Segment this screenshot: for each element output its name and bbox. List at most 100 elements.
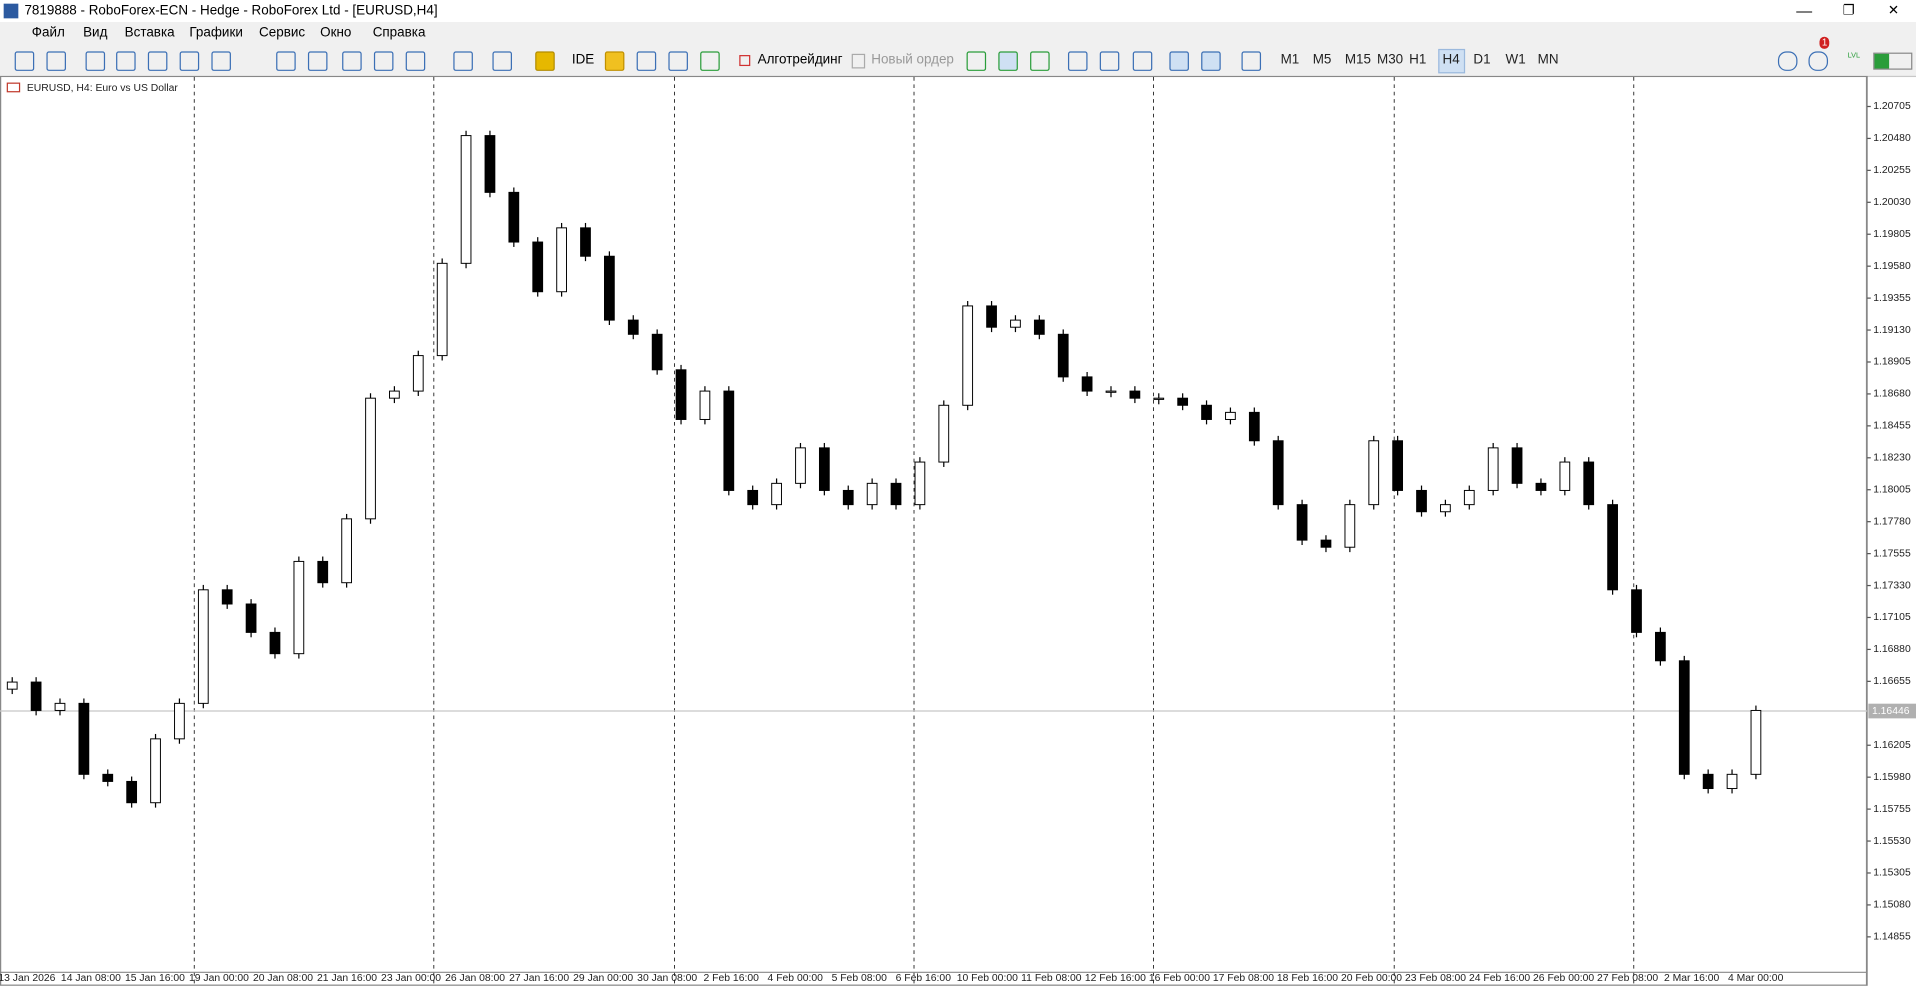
candle-body (1655, 631, 1666, 662)
minimize-button[interactable]: — (1796, 1, 1813, 20)
candle-body (1033, 319, 1045, 335)
candle-body (389, 390, 400, 399)
candle-body (675, 369, 687, 420)
x-tick-label: 26 Feb 00:00 (1533, 973, 1594, 984)
screenshot-button[interactable] (1241, 51, 1262, 71)
autoscroll-button[interactable] (1169, 51, 1189, 71)
candles-button[interactable] (998, 51, 1018, 71)
menu-item[interactable]: Файл (31, 25, 65, 41)
menu-item[interactable]: Сервис (259, 25, 306, 41)
candle-body (293, 560, 305, 655)
timeframe-button[interactable]: M30 (1376, 52, 1404, 68)
x-tick-label: 21 Jan 16:00 (317, 973, 377, 984)
close-button[interactable]: ✕ (1887, 3, 1900, 19)
candle-body (604, 255, 615, 321)
shift-button[interactable] (1201, 51, 1221, 71)
timeframe-button[interactable]: D1 (1473, 52, 1491, 68)
x-tick-label: 24 Feb 16:00 (1469, 973, 1530, 984)
candle-body (365, 397, 376, 520)
tile-button[interactable] (1132, 51, 1153, 71)
lvl-label: LVL (1847, 52, 1861, 60)
line-button[interactable] (1030, 51, 1050, 71)
algo-trading-button[interactable]: Алготрейдинг (757, 52, 843, 68)
chart-frame (0, 75, 1868, 986)
y-tick-label: 1.17330 (1873, 580, 1911, 591)
candle-body (508, 191, 520, 243)
candle-body (890, 482, 902, 506)
y-tick-label: 1.20480 (1873, 133, 1911, 144)
toolbar: IDE Алготрейдинг Новый ордер 1 LVL M1 M5 M… (0, 36, 1916, 78)
y-tick-label: 1.18005 (1873, 484, 1911, 495)
y-tick-label: 1.14855 (1873, 932, 1911, 943)
candle-body (1726, 773, 1738, 790)
timeframe-button[interactable]: M15 (1344, 52, 1372, 68)
candle-body (1559, 461, 1571, 491)
search-button[interactable] (1777, 51, 1798, 71)
candle-body (150, 738, 161, 804)
y-tick-label: 1.15080 (1873, 900, 1911, 911)
x-tick-label: 16 Feb 00:00 (1149, 973, 1210, 984)
messages-button[interactable] (1808, 51, 1829, 71)
ide-button[interactable]: IDE (571, 52, 595, 68)
timeframe-button[interactable]: M1 (1280, 52, 1300, 68)
cloud-button[interactable] (668, 51, 688, 71)
new-order-button[interactable]: Новый ордер (871, 52, 954, 68)
vps-button[interactable] (604, 51, 625, 71)
bars-button[interactable] (966, 51, 987, 71)
x-tick-label: 4 Mar 00:00 (1728, 973, 1784, 984)
candle-body (842, 489, 854, 506)
menu-item[interactable]: Окно (320, 25, 352, 41)
menu-item[interactable]: Вставка (124, 25, 175, 41)
menu-item[interactable]: Вид (83, 25, 108, 41)
candle-body (269, 631, 281, 655)
maximize-button[interactable]: ❐ (1842, 3, 1855, 19)
signals-button[interactable] (636, 51, 657, 71)
candle-body (1248, 411, 1260, 442)
elliott-tool[interactable] (342, 51, 362, 71)
crosshair-tool[interactable] (46, 51, 66, 71)
y-tick-label: 1.18230 (1873, 453, 1911, 464)
candle-body (1487, 447, 1499, 491)
lines-tool[interactable] (307, 51, 328, 71)
shapes-tool[interactable] (276, 51, 296, 71)
timeframe-button[interactable]: W1 (1505, 52, 1526, 68)
objects-tool[interactable] (405, 51, 426, 71)
candle-body (1631, 589, 1642, 633)
gann-tool[interactable] (373, 51, 394, 71)
cursor-tool[interactable] (14, 51, 35, 71)
candle-body (1535, 482, 1547, 491)
timeframe-button[interactable]: MN (1537, 52, 1559, 68)
hline-tool[interactable] (116, 51, 136, 71)
candle-body (771, 482, 782, 506)
channel-tool[interactable] (179, 51, 200, 71)
candle-body (795, 447, 806, 484)
y-tick-label: 1.20705 (1873, 101, 1911, 112)
x-tick-label: 6 Feb 16:00 (896, 973, 952, 984)
y-tick-label: 1.17105 (1873, 612, 1911, 623)
trendline-tool[interactable] (147, 51, 168, 71)
market-button[interactable] (535, 51, 555, 71)
fibo-tool[interactable] (211, 51, 231, 71)
x-tick-label: 23 Jan 00:00 (381, 973, 441, 984)
timeframe-button[interactable]: M5 (1312, 52, 1332, 68)
candle-body (78, 702, 90, 775)
templates-button[interactable] (492, 51, 512, 71)
x-tick-label: 20 Feb 00:00 (1341, 973, 1402, 984)
x-tick-label: 23 Feb 08:00 (1405, 973, 1466, 984)
menu-item[interactable]: Справка (372, 25, 426, 41)
economic-button[interactable] (700, 51, 720, 71)
candle-body (102, 773, 114, 782)
vline-tool[interactable] (85, 51, 106, 71)
indicators-button[interactable] (453, 51, 473, 71)
x-tick-label: 4 Feb 00:00 (768, 973, 824, 984)
window-title: 7819888 - RoboForex-ECN - Hedge - RoboFo… (24, 3, 438, 19)
menu-bar: Файл Вид Вставка Графики Сервис Окно Справка (0, 22, 1916, 45)
timeframe-button[interactable]: H1 (1409, 52, 1427, 68)
timeframe-button[interactable]: H4 (1437, 48, 1465, 74)
candle-body (1416, 489, 1427, 513)
candle-body (1296, 504, 1308, 541)
menu-item[interactable]: Графики (189, 25, 243, 41)
zoom-out-button[interactable] (1099, 51, 1120, 71)
zoom-in-button[interactable] (1067, 51, 1088, 71)
candle-body (986, 305, 997, 328)
